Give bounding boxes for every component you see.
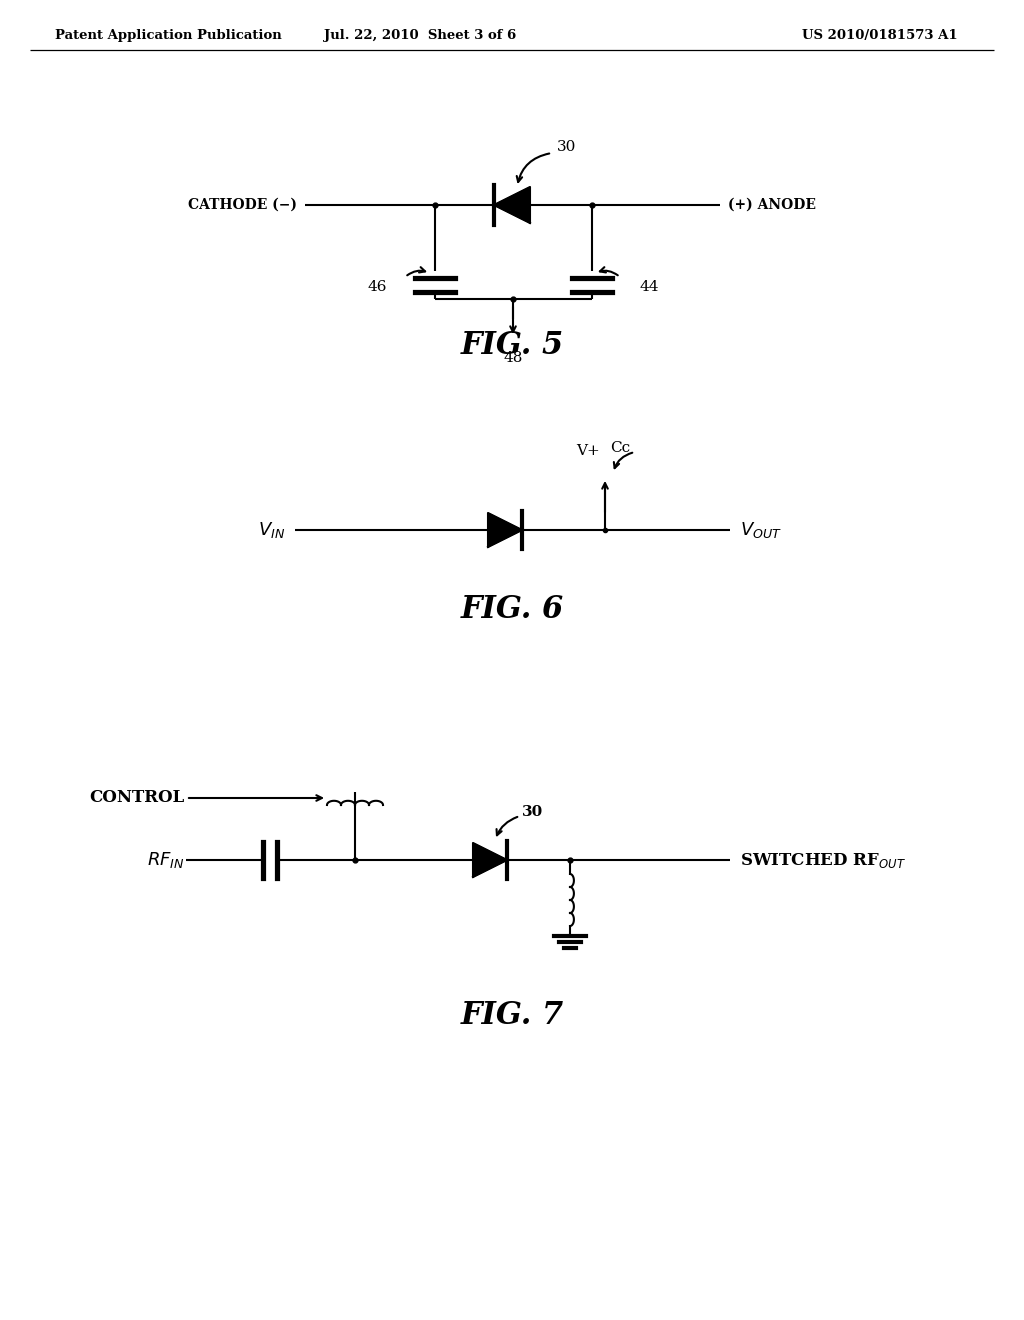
Text: $V_{OUT}$: $V_{OUT}$ xyxy=(740,520,782,540)
Text: FIG. 6: FIG. 6 xyxy=(461,594,563,626)
Text: 48: 48 xyxy=(504,351,522,366)
Text: Jul. 22, 2010  Sheet 3 of 6: Jul. 22, 2010 Sheet 3 of 6 xyxy=(324,29,516,41)
Text: SWITCHED RF$_{OUT}$: SWITCHED RF$_{OUT}$ xyxy=(740,850,906,870)
Text: FIG. 5: FIG. 5 xyxy=(461,330,563,360)
Text: 30: 30 xyxy=(522,805,544,818)
Text: FIG. 7: FIG. 7 xyxy=(461,999,563,1031)
Text: Cc: Cc xyxy=(610,441,630,455)
Polygon shape xyxy=(473,843,507,876)
Text: (+) ANODE: (+) ANODE xyxy=(728,198,816,213)
Text: V+: V+ xyxy=(577,444,600,458)
Text: CONTROL: CONTROL xyxy=(90,789,185,807)
Text: $RF_{IN}$: $RF_{IN}$ xyxy=(147,850,185,870)
Polygon shape xyxy=(494,187,530,223)
Text: US 2010/0181573 A1: US 2010/0181573 A1 xyxy=(802,29,957,41)
Polygon shape xyxy=(488,513,522,546)
Text: Patent Application Publication: Patent Application Publication xyxy=(55,29,282,41)
Text: CATHODE (−): CATHODE (−) xyxy=(188,198,297,213)
Text: 46: 46 xyxy=(368,280,387,294)
Text: $V_{IN}$: $V_{IN}$ xyxy=(258,520,285,540)
Text: 30: 30 xyxy=(557,140,577,154)
Text: 44: 44 xyxy=(640,280,659,294)
